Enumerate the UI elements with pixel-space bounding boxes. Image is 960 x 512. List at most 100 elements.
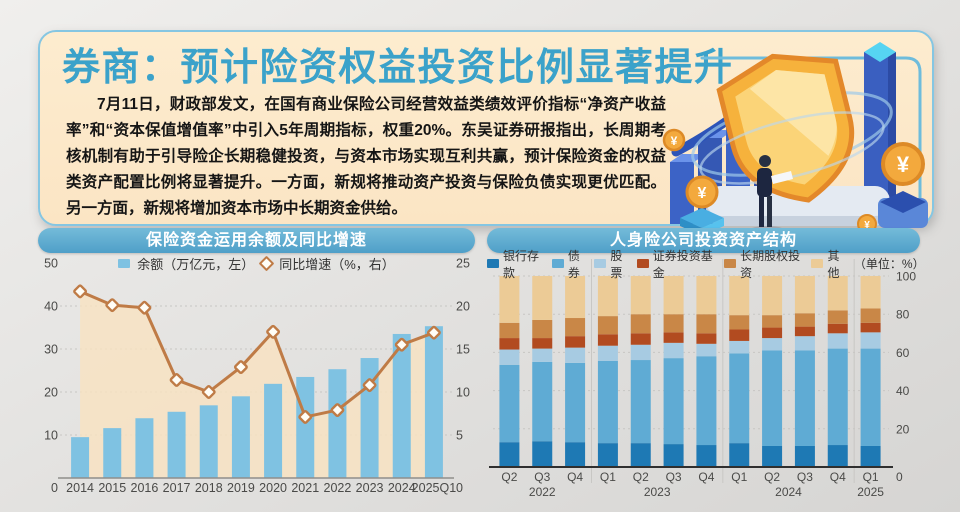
stack-segment — [794, 445, 815, 467]
year-label: 2024 — [775, 485, 802, 499]
quarter-label: Q2 — [501, 470, 517, 484]
stack-segment — [794, 350, 815, 446]
stack-segment — [597, 345, 618, 361]
headline-banner: 券商：预计险资权益投资比例显著提升 7月11日，财政部发文，在国有商业保险公司经… — [38, 30, 934, 236]
quarter-label: Q3 — [666, 470, 682, 484]
line-marker-diamond — [233, 360, 248, 375]
stack-segment — [597, 334, 618, 346]
stack-segment — [827, 445, 848, 467]
balance-bar — [135, 418, 154, 478]
stack-segment — [696, 314, 717, 334]
stack-segment — [597, 443, 618, 467]
unit-label: （单位：%） — [853, 257, 925, 271]
yuan-coin-icon: ¥ — [662, 128, 686, 152]
orbit-ring — [699, 111, 885, 185]
left-axis-tick: 20 — [44, 386, 58, 400]
x-tick-label: 2015 — [98, 481, 126, 495]
stack-segment — [827, 276, 848, 311]
stack-segment — [565, 276, 586, 319]
quarter-label: Q4 — [830, 470, 846, 484]
quarter-label: Q3 — [534, 470, 550, 484]
x-tick-label: 2017 — [163, 481, 191, 495]
stack-segment — [630, 276, 651, 315]
stack-segment — [729, 329, 750, 341]
x-tick-label: 2024 — [388, 481, 416, 495]
businessman-icon — [750, 155, 793, 234]
balance-bar — [328, 369, 347, 478]
column-icon — [864, 42, 896, 200]
stack-segment — [729, 443, 750, 467]
right-axis-tick: 20 — [456, 300, 470, 314]
right-chart-legend: 银行存款 债券 股票 证券投资基金 长期股权投资 其他 （单位：%） — [487, 249, 925, 280]
balance-bar — [71, 437, 90, 478]
svg-text:¥: ¥ — [897, 152, 910, 177]
quarter-label: Q4 — [567, 470, 583, 484]
line-marker-diamond — [137, 300, 152, 315]
line-marker-diamond — [426, 325, 441, 340]
line-marker-diamond — [266, 324, 281, 339]
stack-segment — [762, 315, 783, 328]
stack-segment — [860, 322, 881, 333]
stack-segment — [696, 333, 717, 344]
stack-segment — [499, 442, 520, 467]
right-axis-tick: 10 — [456, 386, 470, 400]
stack-segment — [532, 319, 553, 339]
svg-text:¥: ¥ — [698, 185, 707, 202]
stack-segment — [663, 358, 684, 445]
stack-segment — [663, 332, 684, 343]
year-label: 2025 — [857, 485, 884, 499]
balance-bar — [167, 411, 186, 478]
stack-segment — [762, 445, 783, 467]
intro-paragraph: 7月11日，财政部发文，在国有商业保险公司经营效益类绩效评价指标“净资产收益率”… — [66, 96, 666, 217]
right-axis-tick: 25 — [456, 257, 470, 271]
stack-segment — [663, 342, 684, 359]
legend-label: 其他 — [827, 248, 840, 280]
balance-growth-chart: 0 10 20 30 40 50 0 5 10 15 20 25 2014 2015 2016 2017 201… — [44, 257, 470, 496]
stack-segment — [762, 327, 783, 339]
year-label: 2023 — [644, 485, 671, 499]
balance-bar — [296, 376, 315, 478]
stack-segment — [729, 315, 750, 330]
stack-segment — [630, 344, 651, 361]
x-tick-label: 2023 — [356, 481, 384, 495]
line-marker-diamond — [330, 403, 345, 418]
balance-bar — [199, 405, 218, 478]
quarter-label: Q3 — [797, 470, 813, 484]
legend-label: 股票 — [610, 248, 623, 280]
quarter-label: Q1 — [863, 470, 879, 484]
stack-segment — [532, 276, 553, 320]
stack-segment — [565, 318, 586, 337]
asset-structure-chart: 0 20 40 60 80 100 Q2 Q3 Q4 Q1 Q2 Q3 Q4 Q1 Q2 Q3 Q4 Q1 2022… — [489, 259, 916, 499]
right-chart-title: 人身险公司投资资产结构 — [487, 228, 920, 253]
stack-segment — [860, 308, 881, 323]
stack-segment — [860, 332, 881, 349]
stack-segment — [729, 340, 750, 354]
legend-swatch — [636, 259, 649, 268]
stack-segment — [696, 356, 717, 446]
stack-segment — [565, 442, 586, 467]
balance-bar — [103, 428, 122, 478]
stack-segment — [696, 445, 717, 467]
balance-growth-chart-card: 保险资金运用余额及同比增速 余额（万亿元，左） 同比增速（%，右） 0 10 20 3… — [38, 228, 475, 505]
legend-label: 银行存款 — [503, 248, 540, 280]
right-axis-tick: 20 — [896, 422, 910, 436]
right-axis-tick: 100 — [896, 270, 916, 284]
stack-segment — [532, 361, 553, 442]
stack-segment — [827, 348, 848, 446]
stack-segment — [827, 323, 848, 334]
stack-segment — [762, 338, 783, 351]
growth-stairs-icon — [670, 84, 790, 224]
right-axis-tick: 0 — [456, 481, 463, 495]
stack-segment — [762, 276, 783, 316]
balance-bar — [392, 333, 411, 478]
stack-segment — [499, 349, 520, 365]
quarter-label: Q1 — [600, 470, 616, 484]
stack-segment — [565, 347, 586, 363]
balance-bar — [424, 326, 443, 478]
stack-segment — [663, 314, 684, 333]
legend-label: 债券 — [567, 248, 580, 280]
quarter-label: Q2 — [764, 470, 780, 484]
stack-segment — [860, 276, 881, 309]
left-axis-tick: 0 — [51, 481, 58, 495]
quarter-label: Q2 — [633, 470, 649, 484]
